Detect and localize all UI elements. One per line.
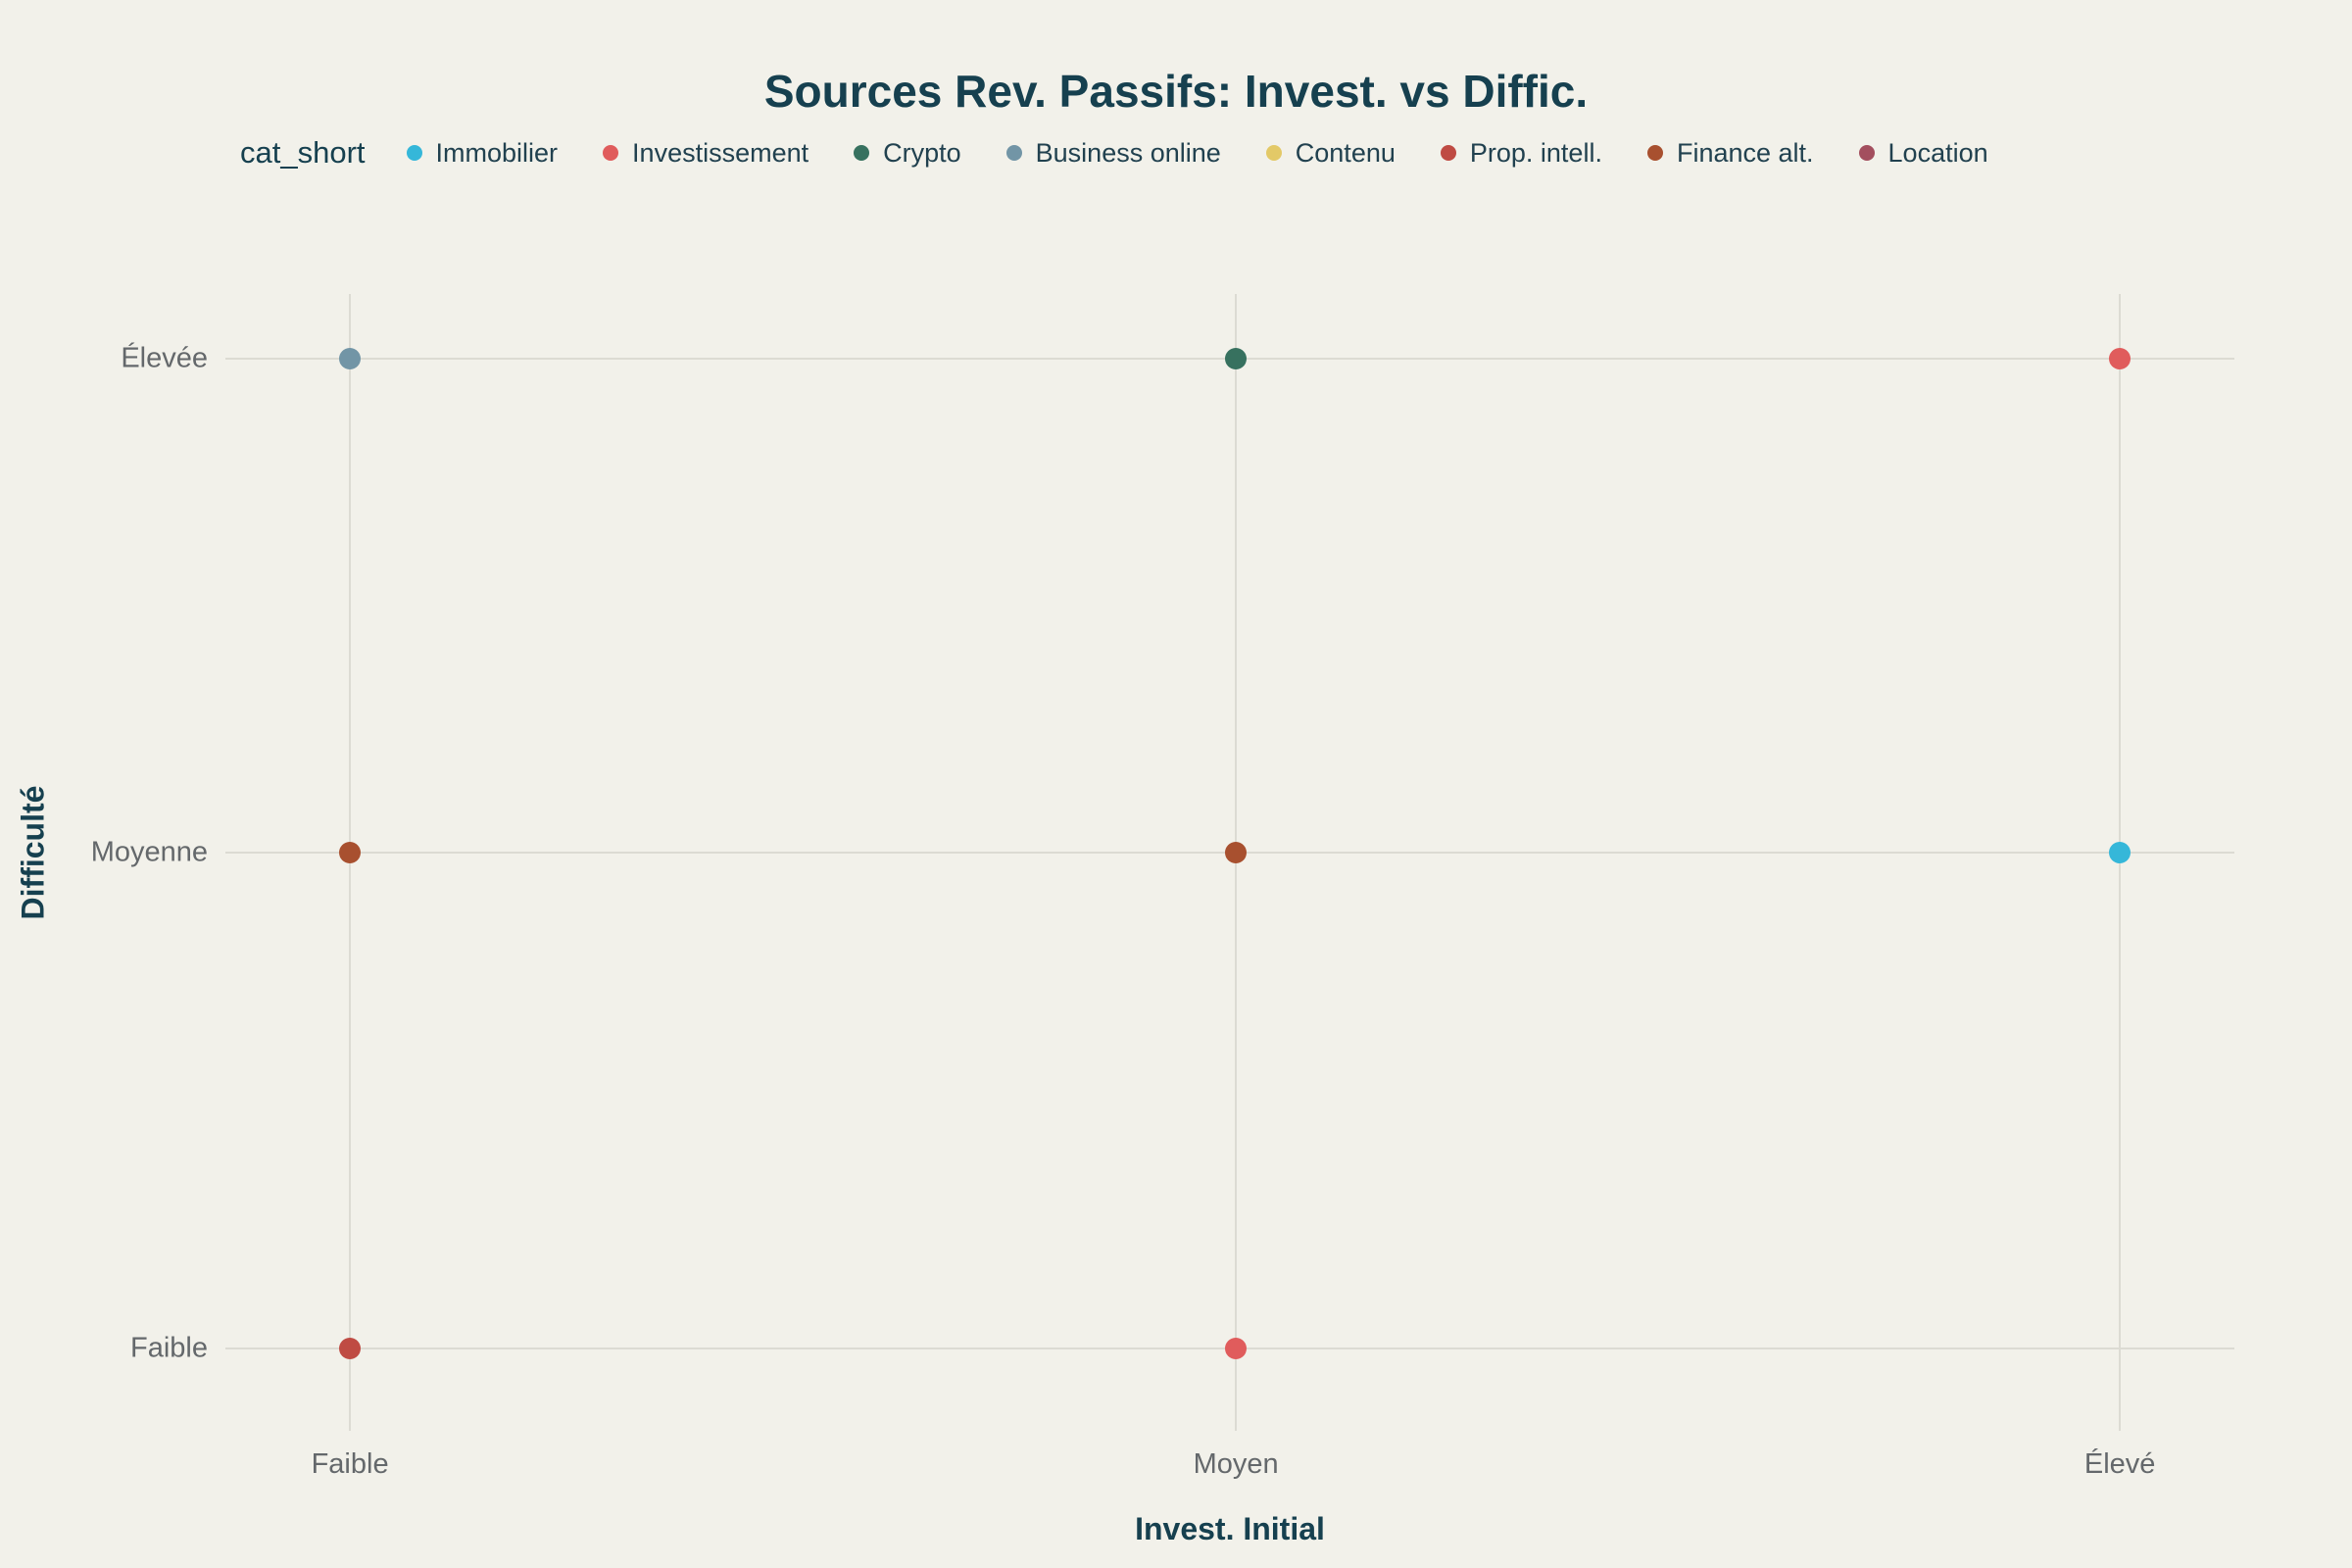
legend-swatch-icon: [1858, 145, 1875, 161]
y-tick-label: Élevée: [121, 342, 208, 374]
legend-items: Immobilier Investissement Crypto Business o…: [406, 129, 2200, 176]
chart-title: Sources Rev. Passifs: Invest. vs Diffic.: [763, 66, 1589, 117]
legend-item[interactable]: Business online: [1005, 129, 1221, 176]
plot-area: [225, 294, 2234, 1431]
legend-label: Immobilier: [435, 137, 559, 168]
legend-swatch-icon: [1440, 145, 1456, 161]
data-point[interactable]: [1225, 1338, 1248, 1360]
legend-swatch-icon: [603, 145, 619, 161]
legend-label: Prop. intell.: [1469, 137, 1602, 168]
data-point[interactable]: [2109, 841, 2132, 863]
legend-label: Contenu: [1295, 137, 1396, 168]
data-point[interactable]: [1225, 348, 1248, 370]
legend-label: Crypto: [883, 137, 961, 168]
legend-label: Finance alt.: [1676, 137, 1814, 168]
data-point[interactable]: [339, 1338, 362, 1360]
data-point[interactable]: [1225, 841, 1248, 863]
legend-swatch-icon: [406, 145, 422, 161]
legend-item[interactable]: Finance alt.: [1646, 129, 1814, 176]
legend-item[interactable]: Location: [1858, 129, 1988, 176]
legend-item[interactable]: Contenu: [1265, 129, 1396, 176]
legend-label: Business online: [1035, 137, 1221, 168]
legend-item[interactable]: Investissement: [603, 129, 808, 176]
legend-item[interactable]: Crypto: [854, 129, 961, 176]
legend-swatch-icon: [854, 145, 870, 161]
x-axis-title: Invest. Initial: [1135, 1511, 1325, 1546]
y-tick-label: Moyenne: [90, 836, 208, 868]
y-tick-label: Faible: [130, 1332, 208, 1364]
legend-label: Investissement: [632, 137, 809, 168]
legend-swatch-icon: [1005, 145, 1022, 161]
legend-swatch-icon: [1265, 145, 1282, 161]
legend-label: Location: [1887, 137, 1988, 168]
x-tick-label: Moyen: [1193, 1448, 1279, 1480]
x-tick-label: Faible: [311, 1448, 389, 1480]
legend-title: cat_short: [240, 135, 366, 170]
x-tick-label: Élevé: [2083, 1448, 2156, 1480]
y-axis-tick-labels: Élevée Moyenne Faible: [0, 294, 208, 1431]
legend-item[interactable]: Prop. intell.: [1440, 129, 1602, 176]
legend-item[interactable]: Immobilier: [406, 129, 559, 176]
data-point[interactable]: [339, 841, 362, 863]
x-axis-tick-labels: Faible Moyen Élevé: [225, 1448, 2234, 1492]
data-point[interactable]: [2109, 348, 2132, 370]
legend: cat_short Immobilier Investissement Crypto…: [240, 129, 2259, 176]
data-point[interactable]: [339, 348, 362, 370]
legend-swatch-icon: [1646, 145, 1663, 161]
